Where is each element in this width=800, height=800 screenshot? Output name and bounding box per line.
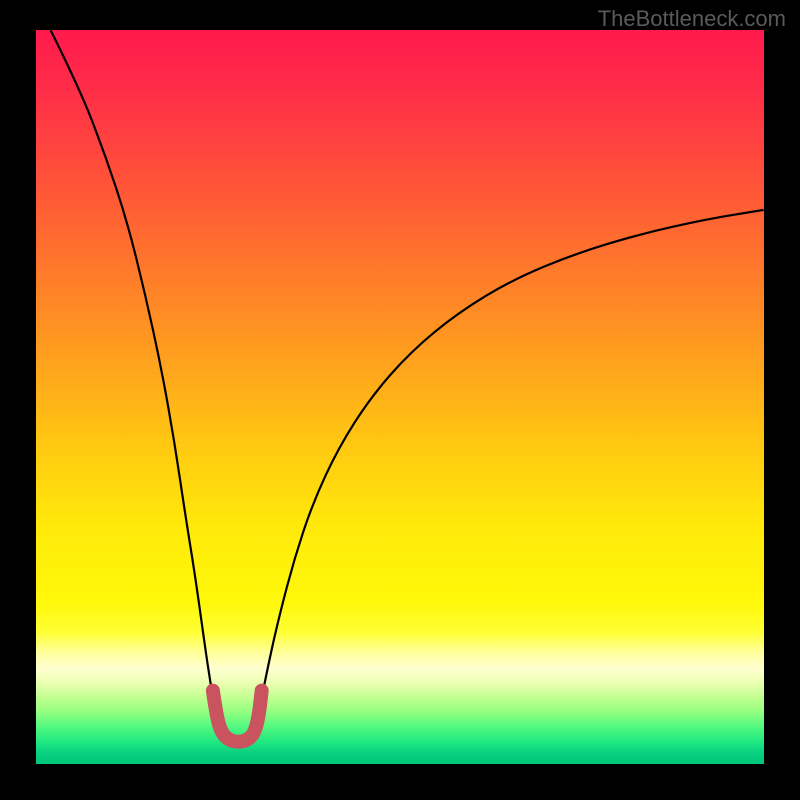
curve-left-branch bbox=[51, 30, 213, 698]
curve-trough-red bbox=[213, 691, 262, 742]
watermark-text: TheBottleneck.com bbox=[598, 6, 786, 32]
curve-right-branch bbox=[262, 210, 764, 698]
plot-area bbox=[36, 30, 764, 764]
bottleneck-curve bbox=[36, 30, 764, 764]
